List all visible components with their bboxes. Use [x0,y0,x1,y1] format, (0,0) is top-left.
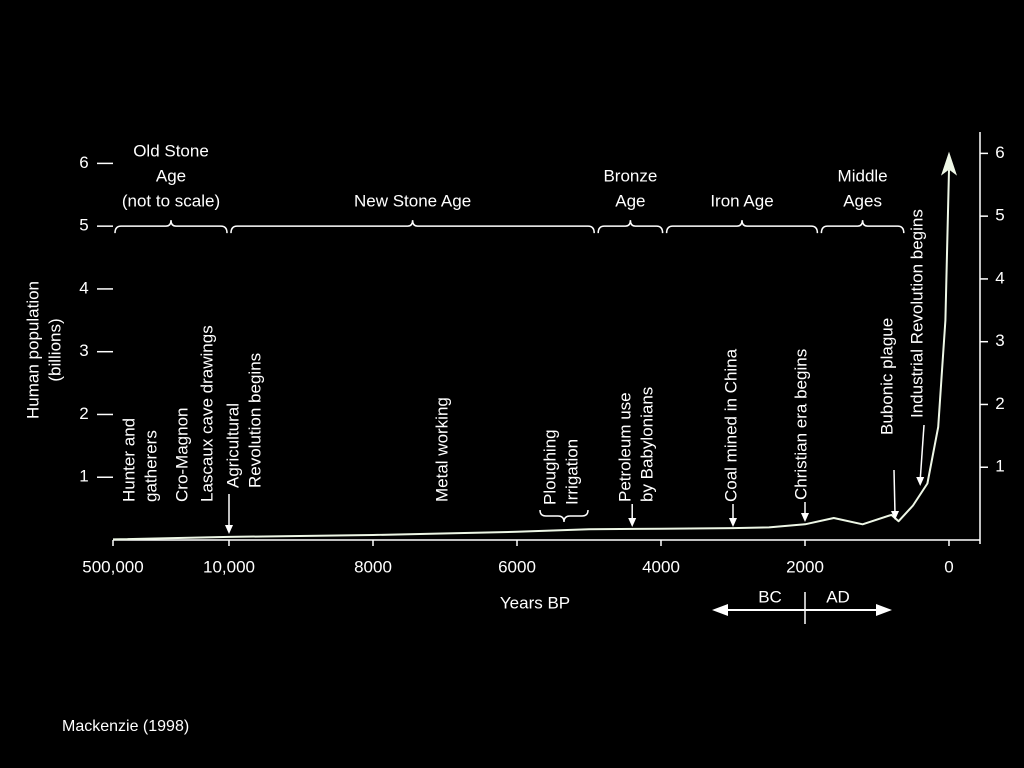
annotation: Lascaux cave drawings [197,325,216,502]
arrowhead [225,525,233,534]
y-tick-label: 1 [79,467,88,486]
annotation: Bubonic plague [877,318,896,435]
annotation-line: Hunter and [119,418,138,502]
ploughing-brace [539,509,589,523]
y-axis-label: Human population (billions) [23,281,64,419]
annotation-line: Irrigation [562,439,581,505]
era-label: Old Stone [133,142,209,161]
curve-arrowhead [941,151,957,176]
y2-tick-label: 5 [995,206,1004,225]
x-tick-label: 6000 [498,557,536,576]
y2-tick-label: 1 [995,457,1004,476]
arrowhead [891,511,899,520]
y-tick-label: 3 [79,341,88,360]
bc-label: BC [758,587,782,606]
annotation: Hunter and gatherers [119,418,160,502]
annotation-line: Christian era begins [791,349,810,500]
annotation-line: gatherers [141,430,160,502]
annotation: Agricultural Revolution begins [223,353,264,488]
x-tick-label: 4000 [642,557,680,576]
era-label: (not to scale) [122,192,220,211]
y-label-line: Human population [23,281,42,419]
annotation-line: Revolution begins [245,353,264,488]
annotation: Cro-Magnon [172,408,191,503]
x-tick-label: 2000 [786,557,824,576]
annotation: Christian era begins [791,349,810,500]
bc-arrowhead [712,604,728,616]
era-brace [665,220,819,234]
annotation-line: Industrial Revolution begins [907,209,926,418]
era-label: New Stone Age [354,192,471,211]
ad-arrowhead [876,604,892,616]
x-tick-label: 500,000 [82,557,143,576]
era-brace [114,220,228,234]
arrowhead [801,513,809,522]
ad-label: AD [826,587,850,606]
x-tick-label: 0 [944,557,953,576]
source: Mackenzie (1998) [62,718,189,735]
annotation-line: Agricultural [223,403,242,488]
y2-tick-label: 6 [995,143,1004,162]
era-label: Age [615,192,645,211]
y-tick-label: 6 [79,153,88,172]
y-tick-label: 2 [79,404,88,423]
era-label: Ages [843,192,882,211]
era-label: Middle [838,167,888,186]
population-line [112,169,950,541]
annotation-line: Coal mined in China [721,348,740,502]
annotation-line: Lascaux cave drawings [197,325,216,502]
arrowhead [729,518,737,527]
annotation: Petroleum use by Babylonians [615,387,656,502]
annotation-arrow [893,469,896,515]
annotation: Metal working [432,397,451,502]
annotation-arrow [919,424,925,481]
era-brace [597,220,664,234]
y-label-line: (billions) [45,318,64,381]
era-label: Bronze [603,167,657,186]
x-tick-label: 10,000 [203,557,255,576]
annotation-line: Petroleum use [615,392,634,502]
annotation-line: Cro-Magnon [172,408,191,503]
era-brace [820,220,905,234]
x-axis-label: Years BP [500,593,570,612]
y2-tick-label: 4 [995,268,1004,287]
arrowhead [628,518,637,527]
annotation-line: by Babylonians [637,387,656,502]
y2-tick-label: 2 [995,394,1004,413]
annotation-line: Metal working [432,397,451,502]
y2-tick-label: 3 [995,331,1004,350]
y-tick-label: 5 [79,216,88,235]
era-label: Age [156,167,186,186]
annotation-line: Bubonic plague [877,318,896,435]
annotation: Coal mined in China [721,348,740,502]
x-tick-label: 8000 [354,557,392,576]
arrowhead [916,477,925,486]
era-label: Iron Age [710,192,773,211]
annotation: Ploughing Irrigation [540,429,581,505]
y-tick-label: 4 [79,278,88,297]
era-brace [230,220,595,234]
annotation-line: Ploughing [540,429,559,505]
annotation: Industrial Revolution begins [907,209,926,418]
